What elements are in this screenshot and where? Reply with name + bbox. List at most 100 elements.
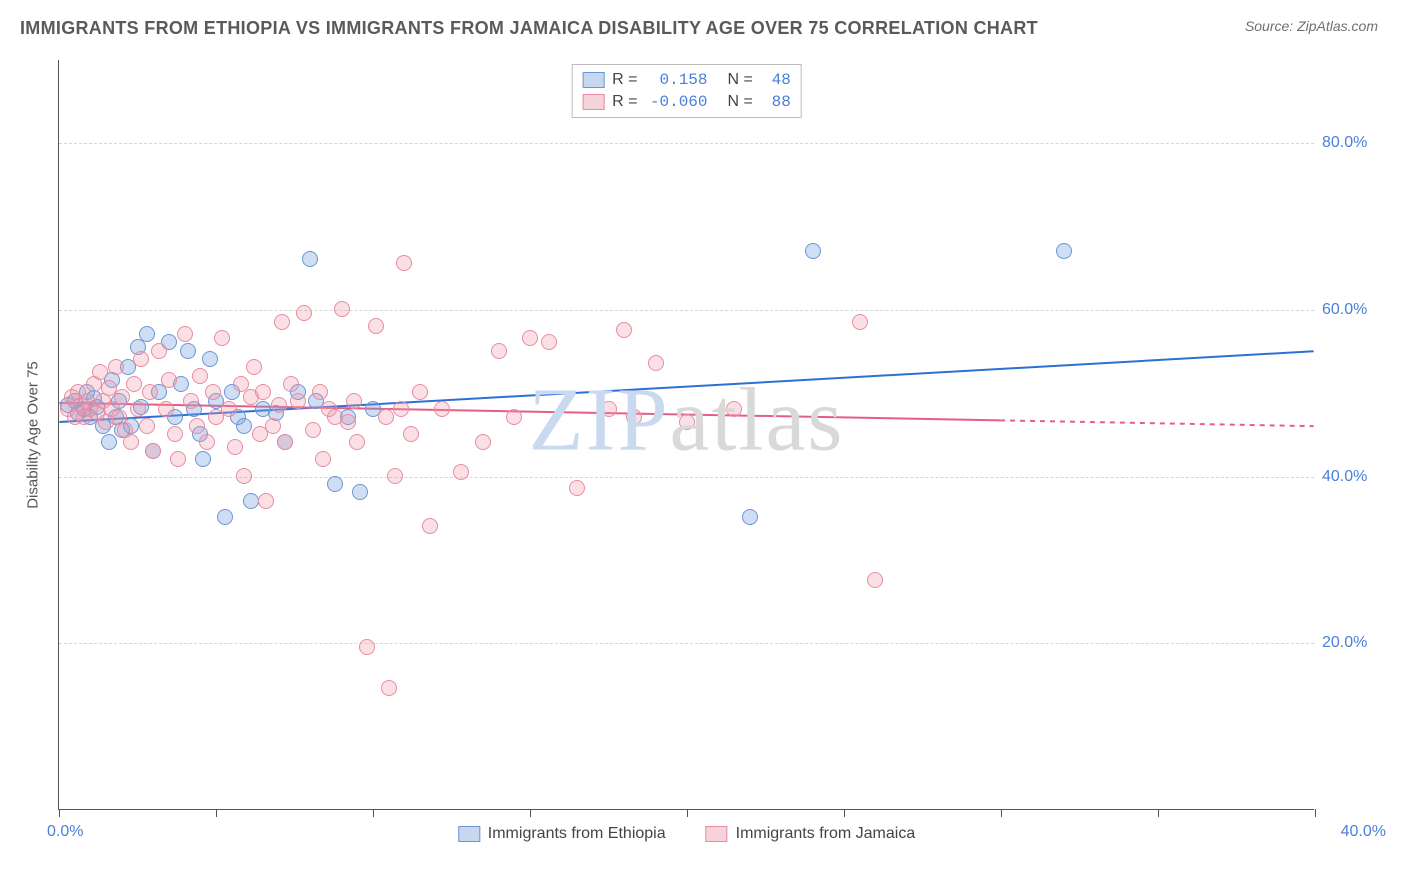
legend-n-value-jamaica: 88 bbox=[761, 93, 791, 111]
scatter-point-jamaica bbox=[601, 401, 617, 417]
scatter-point-jamaica bbox=[569, 480, 585, 496]
plot-area: Disability Age Over 75 ZIPatlas R =0.158… bbox=[58, 60, 1314, 810]
scatter-point-jamaica bbox=[396, 255, 412, 271]
scatter-point-jamaica bbox=[170, 451, 186, 467]
gridline-h bbox=[59, 310, 1314, 311]
scatter-point-ethiopia bbox=[302, 251, 318, 267]
scatter-point-jamaica bbox=[378, 409, 394, 425]
legend-stats-box: R =0.158N =48R =-0.060N =88 bbox=[571, 64, 802, 118]
scatter-point-ethiopia bbox=[217, 509, 233, 525]
scatter-point-jamaica bbox=[227, 439, 243, 455]
legend-item-jamaica: Immigrants from Jamaica bbox=[706, 825, 916, 843]
scatter-point-ethiopia bbox=[180, 343, 196, 359]
scatter-point-jamaica bbox=[679, 414, 695, 430]
x-tick bbox=[844, 809, 845, 817]
scatter-point-jamaica bbox=[852, 314, 868, 330]
source-prefix: Source: bbox=[1245, 18, 1297, 34]
scatter-point-jamaica bbox=[151, 343, 167, 359]
scatter-point-jamaica bbox=[312, 384, 328, 400]
scatter-point-jamaica bbox=[189, 418, 205, 434]
legend-r-value-ethiopia: 0.158 bbox=[646, 71, 708, 89]
legend-item-ethiopia: Immigrants from Ethiopia bbox=[458, 825, 666, 843]
legend-stat-row-ethiopia: R =0.158N =48 bbox=[582, 69, 791, 91]
scatter-point-jamaica bbox=[393, 401, 409, 417]
scatter-point-jamaica bbox=[381, 680, 397, 696]
x-tick bbox=[59, 809, 60, 817]
scatter-point-jamaica bbox=[161, 372, 177, 388]
legend-label-ethiopia: Immigrants from Ethiopia bbox=[488, 825, 666, 843]
scatter-point-jamaica bbox=[158, 401, 174, 417]
scatter-point-jamaica bbox=[616, 322, 632, 338]
scatter-point-jamaica bbox=[246, 359, 262, 375]
scatter-point-jamaica bbox=[403, 426, 419, 442]
x-tick bbox=[1001, 809, 1002, 817]
scatter-point-jamaica bbox=[199, 434, 215, 450]
scatter-point-ethiopia bbox=[243, 493, 259, 509]
scatter-point-jamaica bbox=[648, 355, 664, 371]
scatter-point-ethiopia bbox=[195, 451, 211, 467]
scatter-point-jamaica bbox=[183, 393, 199, 409]
scatter-point-jamaica bbox=[255, 384, 271, 400]
scatter-point-jamaica bbox=[123, 434, 139, 450]
y-tick-label: 40.0% bbox=[1322, 468, 1382, 486]
scatter-point-jamaica bbox=[139, 418, 155, 434]
x-tick bbox=[373, 809, 374, 817]
scatter-point-jamaica bbox=[271, 397, 287, 413]
scatter-point-jamaica bbox=[359, 639, 375, 655]
x-tick bbox=[530, 809, 531, 817]
legend-n-value-ethiopia: 48 bbox=[761, 71, 791, 89]
y-tick-label: 80.0% bbox=[1322, 134, 1382, 152]
scatter-point-jamaica bbox=[412, 384, 428, 400]
scatter-point-jamaica bbox=[265, 418, 281, 434]
scatter-point-jamaica bbox=[274, 314, 290, 330]
legend-label-jamaica: Immigrants from Jamaica bbox=[736, 825, 916, 843]
legend-swatch-jamaica bbox=[582, 94, 604, 110]
scatter-point-jamaica bbox=[290, 393, 306, 409]
scatter-point-jamaica bbox=[114, 389, 130, 405]
legend-swatch-ethiopia bbox=[582, 72, 604, 88]
scatter-point-jamaica bbox=[258, 493, 274, 509]
scatter-point-ethiopia bbox=[139, 326, 155, 342]
scatter-point-jamaica bbox=[126, 376, 142, 392]
legend-r-label: R = bbox=[612, 93, 637, 111]
y-tick-label: 60.0% bbox=[1322, 301, 1382, 319]
scatter-point-jamaica bbox=[541, 334, 557, 350]
scatter-point-jamaica bbox=[368, 318, 384, 334]
scatter-point-jamaica bbox=[387, 468, 403, 484]
y-tick-label: 20.0% bbox=[1322, 634, 1382, 652]
source-attribution: Source: ZipAtlas.com bbox=[1245, 18, 1378, 34]
source-link[interactable]: ZipAtlas.com bbox=[1297, 18, 1378, 34]
scatter-point-ethiopia bbox=[202, 351, 218, 367]
scatter-point-jamaica bbox=[346, 393, 362, 409]
scatter-point-jamaica bbox=[277, 434, 293, 450]
scatter-point-jamaica bbox=[453, 464, 469, 480]
chart-container: Disability Age Over 75 ZIPatlas R =0.158… bbox=[20, 52, 1386, 850]
x-axis-max-label: 40.0% bbox=[1341, 823, 1386, 841]
scatter-point-jamaica bbox=[192, 368, 208, 384]
scatter-point-ethiopia bbox=[327, 476, 343, 492]
scatter-point-jamaica bbox=[108, 359, 124, 375]
trendline-jamaica-extrapolated bbox=[1000, 420, 1314, 426]
scatter-point-jamaica bbox=[205, 384, 221, 400]
scatter-point-jamaica bbox=[315, 451, 331, 467]
scatter-point-ethiopia bbox=[1056, 243, 1072, 259]
scatter-point-ethiopia bbox=[805, 243, 821, 259]
scatter-point-ethiopia bbox=[236, 418, 252, 434]
scatter-point-jamaica bbox=[726, 401, 742, 417]
x-axis-min-label: 0.0% bbox=[47, 823, 83, 841]
scatter-point-jamaica bbox=[340, 414, 356, 430]
scatter-point-jamaica bbox=[867, 572, 883, 588]
x-tick bbox=[1315, 809, 1316, 817]
legend-series: Immigrants from Ethiopia Immigrants from … bbox=[458, 825, 915, 843]
scatter-point-jamaica bbox=[236, 468, 252, 484]
scatter-point-ethiopia bbox=[742, 509, 758, 525]
scatter-point-jamaica bbox=[167, 426, 183, 442]
legend-swatch-jamaica bbox=[706, 826, 728, 842]
scatter-point-jamaica bbox=[491, 343, 507, 359]
scatter-point-jamaica bbox=[305, 422, 321, 438]
scatter-point-jamaica bbox=[130, 401, 146, 417]
legend-swatch-ethiopia bbox=[458, 826, 480, 842]
scatter-point-jamaica bbox=[296, 305, 312, 321]
y-axis-title: Disability Age Over 75 bbox=[25, 361, 42, 509]
scatter-point-jamaica bbox=[422, 518, 438, 534]
